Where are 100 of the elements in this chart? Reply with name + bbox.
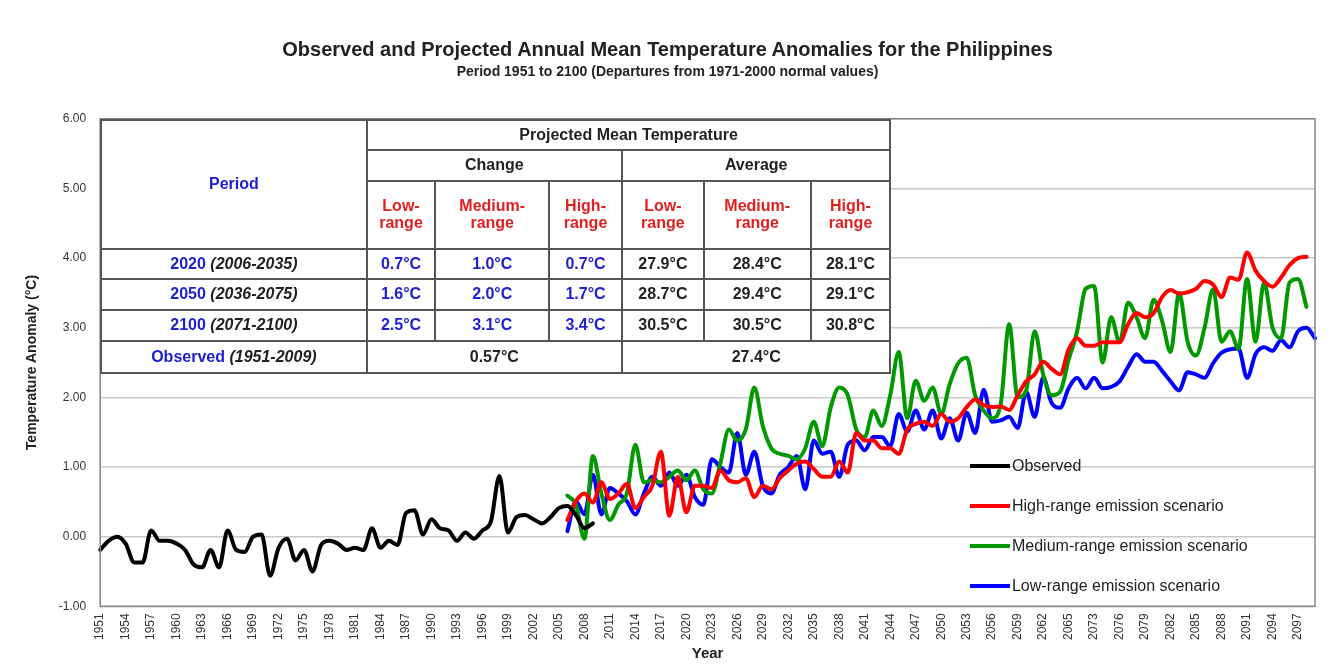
chart-subtitle: Period 1951 to 2100 (Departures from 1971-2000 normal values): [456, 63, 879, 80]
x-tick-label: 2097: [1290, 612, 1305, 641]
x-tick-label: 2059: [1009, 612, 1024, 641]
y-tick-label: 1.00: [62, 459, 87, 474]
annotation: Change: [366, 150, 622, 181]
x-tick-label: 2011: [602, 612, 617, 640]
annotation: 2050 (2036-2075): [170, 285, 298, 303]
line-series: [98, 474, 595, 578]
annotation: 29.1°C: [810, 279, 891, 310]
x-tick-label: 2085: [1188, 612, 1203, 641]
x-tick-label: 2094: [1264, 612, 1279, 641]
chart-title: Observed and Projected Annual Mean Temperature Anomalies for the Philippines: [282, 37, 1053, 60]
annotation: Observed (1951-2009): [151, 347, 317, 365]
annotation: 30.5°C: [703, 309, 811, 341]
x-tick-label: 2026: [729, 612, 744, 641]
annotation: 27.9°C: [621, 248, 704, 280]
x-tick-label: 1981: [347, 612, 362, 641]
x-tick-label: 1966: [219, 612, 234, 641]
annotation: Projected Mean Temperature: [366, 119, 891, 151]
x-tick-label: 1993: [449, 612, 464, 641]
x-tick-label: 2017: [653, 612, 668, 641]
x-tick-label: 2091: [1239, 612, 1254, 641]
annotation: 1.7°C: [549, 279, 622, 310]
annotation: High-range: [810, 180, 891, 249]
annotation: 29.4°C: [703, 279, 811, 310]
annotation: Medium-range: [435, 180, 550, 249]
y-axis-title: Temperature Anomaly (°C): [23, 274, 40, 451]
x-tick-label: 1987: [398, 612, 413, 641]
annotation: Low-range: [366, 180, 436, 249]
x-axis-title: Year: [691, 644, 724, 662]
x-tick-label: 2088: [1213, 612, 1228, 641]
legend-label: Medium-range emission scenario: [1011, 537, 1248, 556]
x-tick-label: 2047: [908, 612, 923, 641]
annotation: Average: [621, 150, 891, 181]
x-tick-label: 1951: [92, 612, 107, 641]
x-tick-label: 2020: [678, 612, 693, 641]
annotation: 0.7°C: [366, 248, 436, 280]
legend-label: Low-range emission scenario: [1011, 577, 1221, 596]
x-tick-label: 2008: [576, 612, 591, 641]
y-tick-label: 3.00: [62, 320, 87, 335]
x-tick-label: 1990: [423, 612, 438, 641]
x-tick-label: 1984: [372, 612, 387, 641]
x-tick-label: 2082: [1162, 612, 1177, 641]
x-tick-label: 1960: [168, 612, 183, 641]
annotation: 3.1°C: [435, 309, 550, 341]
y-tick-label: 2.00: [62, 389, 87, 404]
annotation: 2100 (2071-2100): [170, 315, 298, 333]
x-tick-label: 2029: [755, 612, 770, 641]
x-tick-label: 1996: [474, 612, 489, 641]
annotation: 1.0°C: [435, 248, 550, 280]
annotation: 2.5°C: [366, 309, 436, 341]
x-tick-label: 1954: [117, 612, 132, 641]
annotation: 1.6°C: [366, 279, 436, 310]
y-tick-label: 4.00: [62, 250, 87, 265]
x-tick-label: 2014: [627, 612, 642, 641]
x-tick-label: 2079: [1137, 612, 1152, 641]
x-tick-label: 1975: [296, 612, 311, 641]
annotation: Medium-range: [703, 180, 811, 249]
x-tick-label: 2032: [780, 612, 795, 641]
x-tick-label: 1978: [321, 612, 336, 641]
annotation: 30.8°C: [810, 309, 891, 341]
x-tick-label: 2038: [831, 612, 846, 641]
x-tick-label: 2002: [525, 612, 540, 641]
annotation: 28.4°C: [703, 248, 811, 280]
x-tick-label: 2035: [806, 612, 821, 641]
annotation: 30.5°C: [621, 309, 704, 341]
annotation: 0.7°C: [549, 248, 622, 280]
y-tick-label: -1.00: [58, 598, 87, 613]
x-tick-label: 2023: [704, 612, 719, 641]
annotation: High-range: [549, 180, 622, 249]
x-tick-label: 2076: [1111, 612, 1126, 641]
x-tick-label: 1963: [194, 612, 209, 641]
x-tick-label: 2062: [1035, 612, 1050, 641]
x-tick-label: 2073: [1086, 612, 1101, 641]
annotation: 3.4°C: [549, 309, 622, 341]
x-tick-label: 2044: [882, 612, 897, 641]
x-tick-label: 1957: [143, 612, 158, 641]
annotation: Period: [101, 119, 367, 249]
annotation: 2.0°C: [435, 279, 550, 310]
legend-label: Observed: [1011, 457, 1082, 476]
annotation: 0.57°C: [366, 340, 622, 374]
x-tick-label: 2005: [551, 612, 566, 641]
annotation: Low-range: [621, 180, 704, 249]
x-tick-label: 1972: [270, 612, 285, 641]
x-tick-label: 2041: [857, 612, 872, 641]
x-tick-label: 2065: [1060, 612, 1075, 641]
annotation: 27.4°C: [621, 340, 891, 374]
annotation: 28.1°C: [810, 248, 891, 280]
y-tick-label: 0.00: [62, 528, 87, 543]
x-tick-label: 2056: [984, 612, 999, 641]
x-tick-label: 2050: [933, 612, 948, 641]
x-tick-label: 1969: [245, 612, 260, 641]
x-tick-label: 1999: [500, 612, 515, 641]
legend-label: High-range emission scenario: [1011, 497, 1224, 516]
y-tick-label: 5.00: [62, 180, 87, 195]
annotation: 2020 (2006-2035): [170, 254, 298, 272]
annotation: 28.7°C: [621, 279, 704, 310]
x-tick-label: 2053: [959, 612, 973, 641]
line-series: [565, 276, 1309, 541]
line-series: [565, 250, 1309, 522]
